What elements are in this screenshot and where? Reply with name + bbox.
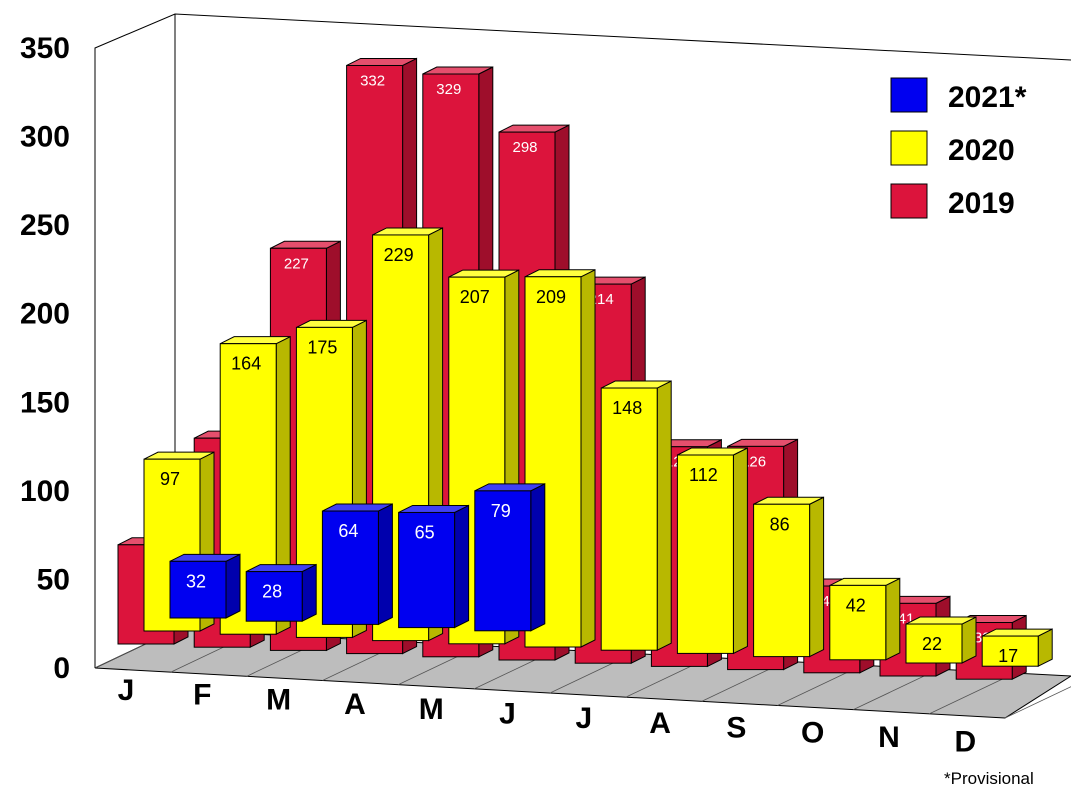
x-tick-label: J	[499, 698, 516, 731]
bar-side	[732, 447, 748, 655]
bar-front	[676, 454, 734, 654]
bar-data-label: 175	[307, 337, 337, 357]
chart-walls	[94, 13, 1071, 719]
bar-side	[530, 483, 546, 632]
y-tick-label: 300	[20, 121, 70, 154]
bar: 148	[600, 380, 672, 652]
bar: 42	[829, 577, 901, 661]
legend-swatch	[890, 77, 928, 113]
x-tick-label: O	[801, 716, 824, 749]
bar-data-label: 332	[360, 72, 385, 89]
x-tick-label: J	[575, 702, 592, 735]
bar-data-label: 22	[922, 634, 942, 654]
bar: 86	[753, 496, 825, 658]
bar-data-label: 28	[262, 582, 282, 602]
legend: 2021* 2020 2019	[890, 77, 1027, 220]
bar-side	[225, 553, 241, 619]
bar-data-label: 65	[415, 522, 435, 542]
bar: 65	[398, 504, 470, 629]
bar: 22	[905, 616, 977, 664]
x-tick-label: A	[344, 688, 366, 721]
bar-front	[474, 490, 532, 632]
bar-side	[454, 504, 470, 629]
bar-data-label: 298	[512, 139, 537, 156]
x-tick-label: D	[954, 726, 976, 759]
bar-data-label: 97	[160, 469, 180, 489]
bar: 112	[676, 447, 748, 655]
bar-data-label: 17	[998, 646, 1018, 666]
bar-data-label: 112	[689, 465, 718, 485]
x-tick-label: N	[878, 721, 900, 754]
bar-data-label: 164	[231, 354, 261, 374]
bar: 64	[321, 503, 393, 626]
bar: 32	[169, 553, 241, 619]
bar-data-label: 329	[436, 81, 461, 98]
floor-grid-line	[1004, 686, 1071, 719]
bar-data-label: 64	[338, 521, 358, 541]
bar-side	[580, 268, 596, 648]
bar-side	[961, 616, 977, 664]
bar: 28	[245, 563, 317, 623]
bar-front	[829, 584, 887, 661]
bar-data-label: 229	[384, 245, 414, 265]
chart-wall-outline	[94, 13, 1071, 668]
bar-data-label: 227	[284, 255, 309, 272]
legend-label: 2020	[948, 134, 1015, 167]
bars: 2273323292982141241264941329716417522920…	[117, 57, 1053, 681]
floor-grid-line	[853, 671, 934, 711]
legend-label: 2021*	[948, 81, 1027, 114]
x-tick-label: M	[419, 693, 444, 726]
legend-label: 2019	[948, 187, 1015, 220]
bar-front	[245, 571, 303, 622]
bar-data-label: 42	[846, 595, 866, 615]
bar-data-label: 86	[770, 514, 790, 534]
y-tick-label: 200	[20, 298, 70, 331]
bar-front	[169, 560, 227, 619]
bar-data-label: 207	[460, 287, 490, 307]
bar-data-label: 32	[186, 571, 206, 591]
x-tick-label: A	[649, 707, 671, 740]
bar-side	[809, 496, 825, 658]
y-tick-label: 50	[37, 563, 70, 596]
bar-data-label: 79	[491, 501, 511, 521]
y-tick-label: 150	[20, 386, 70, 419]
bar: 79	[474, 483, 546, 632]
y-tick-label: 100	[20, 475, 70, 508]
x-tick-label: J	[118, 674, 135, 707]
x-tick-label: S	[726, 712, 746, 745]
bar-data-label: 148	[612, 398, 642, 418]
legend-swatch	[890, 130, 928, 166]
x-tick-label: M	[266, 683, 291, 716]
bar-data-label: 209	[536, 287, 566, 307]
y-tick-label: 0	[53, 652, 70, 685]
x-tick-label: F	[193, 679, 211, 712]
bar-side	[885, 577, 901, 661]
y-tick-label: 250	[20, 209, 70, 242]
bar-side	[377, 503, 393, 626]
floor-grid-line	[777, 667, 858, 706]
bar-front	[981, 635, 1039, 667]
legend-swatch	[890, 183, 928, 219]
floor-grid-line	[928, 675, 1010, 715]
bar-front	[600, 387, 658, 651]
bar: 17	[981, 628, 1053, 668]
x-axis: J F M A M J J A S O N D	[118, 674, 976, 759]
footnote: *Provisional	[944, 769, 1034, 788]
bar-side	[656, 380, 672, 652]
y-axis: 0 50 100 150 200 250 300 350	[20, 32, 70, 685]
bar-front	[321, 510, 379, 625]
bar-front	[753, 503, 811, 658]
bar-front	[905, 623, 963, 664]
bar-side	[301, 563, 317, 623]
bar-front	[398, 511, 456, 629]
y-tick-label: 350	[20, 32, 70, 65]
